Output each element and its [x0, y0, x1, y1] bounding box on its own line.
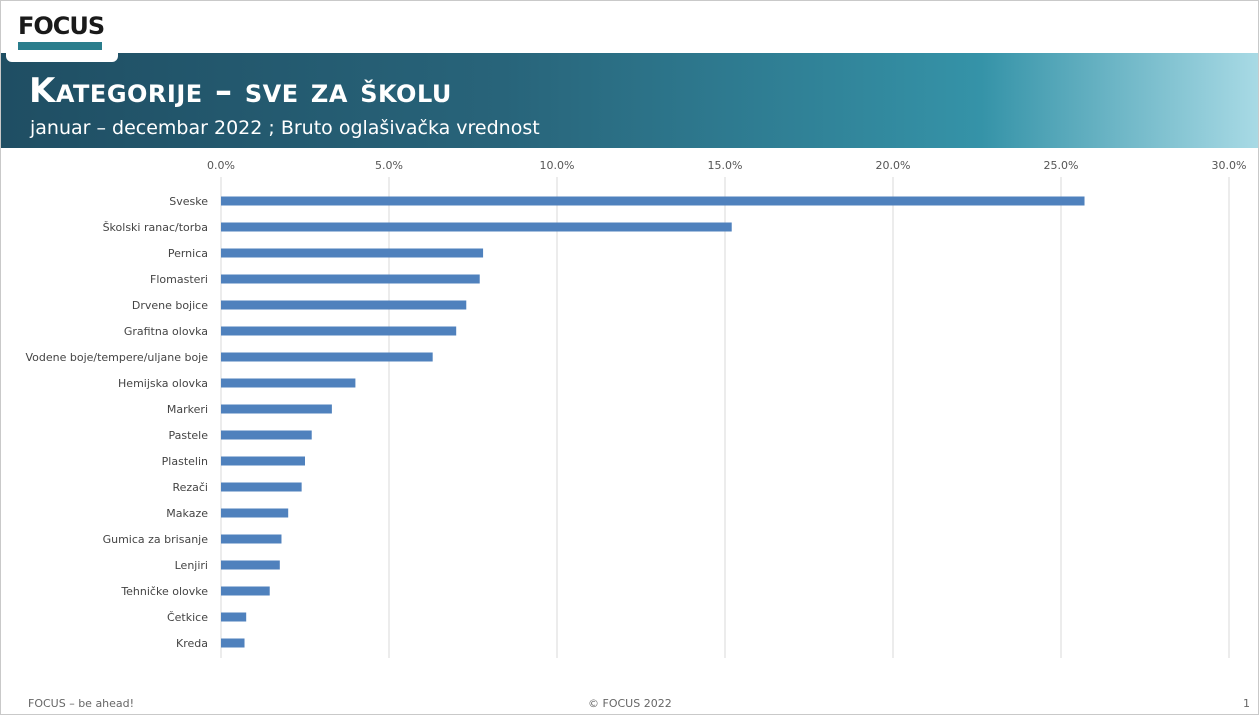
- category-label: Pastele: [168, 429, 208, 442]
- bar: [221, 300, 467, 310]
- category-label: Makaze: [166, 507, 208, 520]
- bar: [221, 274, 480, 284]
- category-label: Flomasteri: [150, 273, 208, 286]
- bar: [221, 378, 356, 388]
- category-label: Vodene boje/tempere/uljane boje: [25, 351, 208, 364]
- x-tick-label: 5.0%: [375, 159, 403, 172]
- x-tick-label: 15.0%: [708, 159, 743, 172]
- x-tick-label: 10.0%: [540, 159, 575, 172]
- category-label: Četkice: [167, 611, 208, 624]
- page-title: Kategorije – sve za školu: [29, 71, 452, 111]
- x-tick-label: 20.0%: [876, 159, 911, 172]
- bar: [221, 404, 332, 414]
- x-tick-label: 30.0%: [1212, 159, 1247, 172]
- category-label: Markeri: [167, 403, 208, 416]
- bar: [221, 430, 312, 440]
- bar: [221, 248, 484, 258]
- category-label: Plastelin: [162, 455, 208, 468]
- category-label: Lenjiri: [175, 559, 208, 572]
- footer-tagline: FOCUS – be ahead!: [28, 697, 135, 710]
- bar: [221, 326, 457, 336]
- bar: [221, 534, 282, 544]
- x-tick-label: 25.0%: [1044, 159, 1079, 172]
- category-label: Kreda: [176, 637, 208, 650]
- bar: [221, 352, 433, 362]
- category-label: Grafitna olovka: [124, 325, 208, 338]
- bar: [221, 612, 247, 622]
- bar: [221, 196, 1085, 206]
- category-label: Rezači: [172, 481, 208, 494]
- category-label: Sveske: [169, 195, 208, 208]
- bar: [221, 222, 732, 232]
- bar: [221, 560, 280, 570]
- category-label: Drvene bojice: [132, 299, 208, 312]
- category-label: Gumica za brisanje: [103, 533, 209, 546]
- bar: [221, 638, 245, 648]
- bar: [221, 482, 302, 492]
- bar-chart: 0.0% 5.0% 10.0% 15.0% 20.0% 25.0% 30.0% Sveske Š…: [25, 159, 1247, 658]
- category-label: Tehničke olovke: [120, 585, 208, 598]
- x-tick-label: 0.0%: [207, 159, 235, 172]
- category-label: Hemijska olovka: [118, 377, 208, 390]
- bar: [221, 508, 289, 518]
- bar: [221, 456, 305, 466]
- category-label: Pernica: [168, 247, 208, 260]
- category-label: Školski ranac/torba: [103, 221, 208, 234]
- logo: FOCUS: [6, 6, 118, 62]
- page-number: 1: [1243, 697, 1250, 710]
- header-banner: Kategorije – sve za školu januar – decem…: [1, 53, 1258, 148]
- page-subtitle: januar – decembar 2022 ; Bruto oglašivač…: [30, 117, 540, 139]
- footer-copyright: © FOCUS 2022: [588, 697, 672, 710]
- logo-bar: [18, 42, 102, 50]
- bar: [221, 586, 270, 596]
- logo-text: FOCUS: [18, 12, 105, 40]
